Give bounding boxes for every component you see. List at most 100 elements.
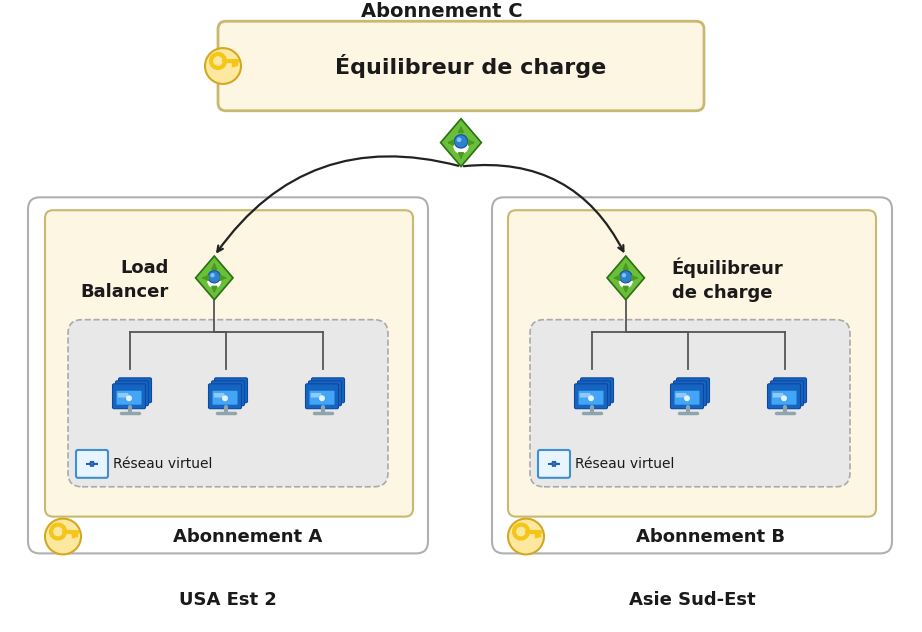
FancyBboxPatch shape: [68, 320, 388, 487]
FancyBboxPatch shape: [678, 388, 703, 402]
Circle shape: [784, 392, 790, 398]
FancyBboxPatch shape: [775, 390, 786, 394]
FancyBboxPatch shape: [76, 450, 108, 478]
FancyBboxPatch shape: [316, 387, 327, 392]
Circle shape: [588, 395, 594, 401]
Circle shape: [620, 270, 632, 283]
Circle shape: [207, 274, 221, 288]
Text: USA Est 2: USA Est 2: [179, 591, 277, 609]
Polygon shape: [441, 119, 481, 166]
FancyBboxPatch shape: [119, 378, 151, 403]
FancyBboxPatch shape: [578, 391, 604, 404]
Circle shape: [621, 273, 626, 277]
FancyBboxPatch shape: [670, 384, 703, 409]
FancyBboxPatch shape: [28, 197, 428, 554]
Text: Asie Sud-Est: Asie Sud-Est: [629, 591, 755, 609]
FancyBboxPatch shape: [779, 387, 789, 392]
FancyBboxPatch shape: [530, 320, 850, 487]
FancyBboxPatch shape: [581, 378, 613, 403]
Circle shape: [92, 463, 95, 465]
Ellipse shape: [508, 519, 544, 554]
Circle shape: [129, 392, 135, 398]
Circle shape: [684, 395, 690, 401]
FancyBboxPatch shape: [772, 391, 797, 404]
Circle shape: [557, 463, 560, 465]
FancyBboxPatch shape: [217, 390, 228, 394]
Circle shape: [89, 463, 91, 465]
FancyBboxPatch shape: [115, 381, 148, 406]
FancyBboxPatch shape: [774, 378, 807, 403]
FancyBboxPatch shape: [216, 388, 241, 402]
FancyBboxPatch shape: [773, 393, 784, 398]
FancyBboxPatch shape: [508, 210, 876, 516]
Circle shape: [126, 395, 132, 401]
Circle shape: [208, 270, 220, 283]
FancyBboxPatch shape: [211, 381, 244, 406]
Text: Équilibreur
de charge: Équilibreur de charge: [672, 258, 784, 302]
Polygon shape: [607, 256, 644, 300]
FancyBboxPatch shape: [677, 378, 710, 403]
Circle shape: [95, 463, 98, 465]
FancyBboxPatch shape: [777, 385, 802, 399]
FancyBboxPatch shape: [124, 387, 135, 392]
FancyBboxPatch shape: [492, 197, 892, 554]
FancyBboxPatch shape: [580, 393, 590, 398]
FancyBboxPatch shape: [214, 393, 224, 398]
Circle shape: [325, 389, 331, 395]
FancyBboxPatch shape: [680, 385, 705, 399]
Circle shape: [591, 392, 597, 398]
FancyBboxPatch shape: [123, 385, 148, 399]
Text: Abonnement B: Abonnement B: [636, 528, 785, 545]
FancyBboxPatch shape: [315, 385, 340, 399]
FancyBboxPatch shape: [574, 384, 608, 409]
Circle shape: [322, 392, 328, 398]
Circle shape: [222, 395, 228, 401]
Ellipse shape: [45, 519, 81, 554]
FancyBboxPatch shape: [309, 381, 341, 406]
FancyBboxPatch shape: [219, 387, 230, 392]
FancyBboxPatch shape: [679, 390, 690, 394]
FancyBboxPatch shape: [212, 391, 238, 404]
Circle shape: [228, 389, 234, 395]
FancyBboxPatch shape: [676, 393, 686, 398]
FancyBboxPatch shape: [208, 384, 242, 409]
Text: Load
Balancer: Load Balancer: [80, 259, 169, 301]
Circle shape: [456, 137, 462, 142]
FancyBboxPatch shape: [218, 21, 704, 111]
FancyBboxPatch shape: [219, 385, 243, 399]
FancyBboxPatch shape: [585, 385, 609, 399]
FancyBboxPatch shape: [673, 381, 706, 406]
Text: Abonnement A: Abonnement A: [172, 528, 322, 545]
Circle shape: [225, 392, 231, 398]
FancyBboxPatch shape: [120, 388, 145, 402]
Circle shape: [690, 389, 696, 395]
Circle shape: [210, 273, 215, 277]
Polygon shape: [195, 256, 233, 300]
Ellipse shape: [205, 48, 241, 84]
FancyBboxPatch shape: [583, 390, 593, 394]
Circle shape: [619, 274, 632, 288]
FancyBboxPatch shape: [582, 388, 607, 402]
FancyBboxPatch shape: [121, 390, 131, 394]
FancyBboxPatch shape: [538, 450, 570, 478]
FancyBboxPatch shape: [118, 393, 128, 398]
Circle shape: [454, 138, 468, 154]
FancyBboxPatch shape: [112, 384, 146, 409]
Circle shape: [132, 389, 138, 395]
FancyBboxPatch shape: [116, 391, 141, 404]
FancyBboxPatch shape: [310, 391, 335, 404]
Circle shape: [554, 463, 557, 465]
Circle shape: [594, 389, 600, 395]
Text: Réseau virtuel: Réseau virtuel: [113, 457, 212, 471]
Text: Abonnement C: Abonnement C: [361, 2, 523, 21]
Circle shape: [787, 389, 793, 395]
FancyBboxPatch shape: [577, 381, 610, 406]
Circle shape: [687, 392, 693, 398]
FancyBboxPatch shape: [767, 384, 800, 409]
Circle shape: [319, 395, 325, 401]
FancyBboxPatch shape: [305, 384, 338, 409]
Circle shape: [781, 395, 787, 401]
FancyBboxPatch shape: [312, 378, 345, 403]
FancyBboxPatch shape: [311, 393, 321, 398]
FancyBboxPatch shape: [681, 387, 692, 392]
